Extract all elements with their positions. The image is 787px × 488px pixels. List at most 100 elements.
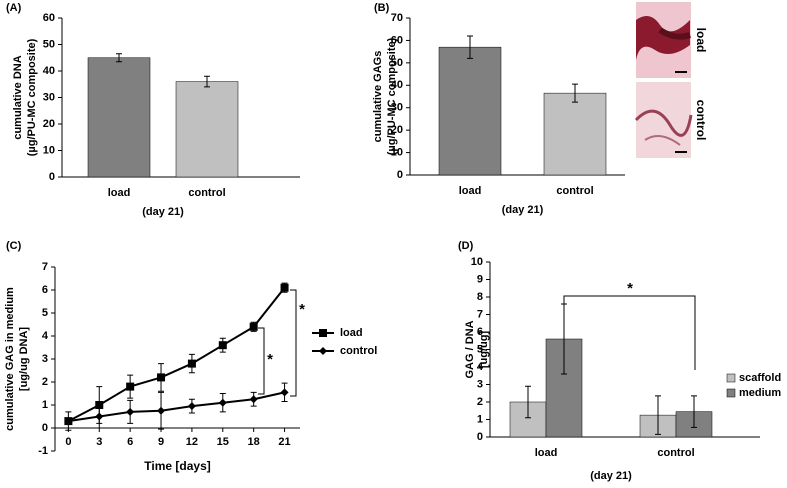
panel-label: (B) xyxy=(374,2,390,14)
image-stain xyxy=(636,16,690,60)
annotation: * xyxy=(299,301,305,318)
error-bar xyxy=(691,395,697,428)
legend-marker xyxy=(319,347,327,355)
y-tick-label: 0 xyxy=(49,171,55,183)
y-axis-label: [ug/ug] xyxy=(478,331,490,369)
annotation: * xyxy=(627,280,633,297)
image-stain xyxy=(658,27,691,40)
image-label: load xyxy=(694,28,708,53)
marker xyxy=(157,373,166,382)
error-bar xyxy=(572,83,578,103)
y-tick-label: 30 xyxy=(43,91,55,103)
x-tick-label: 15 xyxy=(217,436,229,448)
error-bar xyxy=(561,303,567,375)
bar xyxy=(87,57,151,178)
x-tick-label: load xyxy=(459,185,482,197)
y-tick-label: 30 xyxy=(391,102,403,114)
y-axis-label: GAG / DNA xyxy=(464,320,476,378)
y-tick-label: 6 xyxy=(477,326,483,338)
marker xyxy=(218,341,227,350)
legend-label: load xyxy=(340,327,363,339)
y-tick-label: 5 xyxy=(42,307,48,319)
bar xyxy=(175,81,239,178)
y-tick-label: 6 xyxy=(42,284,48,296)
legend-label: medium xyxy=(739,387,781,399)
image-control xyxy=(636,82,691,158)
x-tick-label: 0 xyxy=(65,436,71,448)
micrographs xyxy=(634,2,693,158)
x-axis-label: Time [days] xyxy=(144,459,210,473)
x-tick-label: 6 xyxy=(127,436,133,448)
y-axis-label: (µg/PU-MC composite) xyxy=(26,38,38,156)
y-tick-label: 20 xyxy=(391,124,403,136)
y-tick-label: 0 xyxy=(42,422,48,434)
marker xyxy=(249,322,258,331)
x-tick-label: 12 xyxy=(186,436,198,448)
x-axis-label: (day 21) xyxy=(590,470,632,482)
bracket xyxy=(290,289,297,397)
bracket xyxy=(563,295,696,370)
x-tick-label: load xyxy=(108,187,131,199)
y-tick-label: -1 xyxy=(38,445,48,457)
y-tick-label: 2 xyxy=(477,396,483,408)
legend-label: scaffold xyxy=(739,372,781,384)
y-axis-label: cumulative DNA xyxy=(12,55,24,139)
y-tick-label: 8 xyxy=(477,291,483,303)
x-axis-label: (day 21) xyxy=(142,206,184,218)
y-tick-label: 3 xyxy=(42,353,48,365)
marker xyxy=(126,382,135,391)
marker xyxy=(249,395,258,404)
y-tick-label: 0 xyxy=(397,169,403,181)
marker xyxy=(280,388,289,397)
marker xyxy=(95,412,104,421)
x-tick-label: 21 xyxy=(278,436,290,448)
bracket xyxy=(258,327,265,395)
y-tick-label: 4 xyxy=(42,330,49,342)
series-line xyxy=(68,391,285,423)
legend-label: control xyxy=(340,345,377,357)
y-tick-label: 10 xyxy=(391,146,403,158)
legend-marker xyxy=(319,329,327,337)
x-tick-label: 18 xyxy=(248,436,260,448)
image-stain xyxy=(634,109,693,137)
x-tick-label: 9 xyxy=(158,436,164,448)
panel-label: (C) xyxy=(6,240,22,252)
marker xyxy=(126,407,135,416)
bar xyxy=(543,92,607,176)
x-tick-label: control xyxy=(188,187,225,199)
y-tick-label: 7 xyxy=(42,261,48,273)
y-tick-label: 40 xyxy=(43,65,55,77)
series-line xyxy=(67,287,286,422)
panel-label: (A) xyxy=(6,2,22,14)
image-label: control xyxy=(694,100,708,141)
y-tick-label: 1 xyxy=(477,413,483,425)
y-tick-label: 4 xyxy=(477,361,484,373)
x-axis-label: (day 21) xyxy=(502,204,544,216)
y-tick-label: 1 xyxy=(42,399,48,411)
x-tick-label: 3 xyxy=(96,436,102,448)
error-bar xyxy=(525,385,531,419)
y-tick-label: 10 xyxy=(43,144,55,156)
error-bar xyxy=(467,35,473,59)
y-axis-label: cumulative GAGs xyxy=(372,51,384,143)
marker xyxy=(187,359,196,368)
y-axis-label: cumulative GAG in medium xyxy=(4,287,16,431)
y-tick-label: 10 xyxy=(471,256,483,268)
marker xyxy=(280,283,289,292)
y-axis-label: [ug/ug DNA] xyxy=(18,327,30,391)
y-tick-label: 0 xyxy=(477,431,483,443)
y-tick-label: 40 xyxy=(391,79,403,91)
error-bar xyxy=(655,395,661,435)
y-tick-label: 2 xyxy=(42,376,48,388)
error-bar xyxy=(204,75,210,88)
y-tick-label: 60 xyxy=(391,34,403,46)
y-tick-label: 50 xyxy=(391,57,403,69)
marker xyxy=(218,398,227,407)
error-bar xyxy=(116,53,122,63)
marker xyxy=(64,417,73,426)
y-tick-label: 3 xyxy=(477,378,483,390)
x-tick-label: control xyxy=(657,447,694,459)
y-tick-label: 7 xyxy=(477,308,483,320)
y-axis-label: (µg/PU-MC composite) xyxy=(386,37,398,155)
